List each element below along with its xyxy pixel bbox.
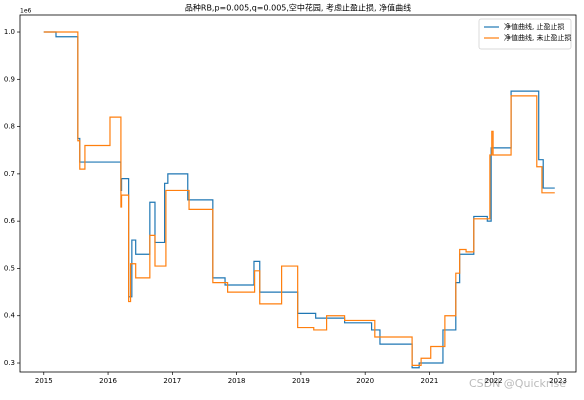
plot-frame [19, 14, 577, 373]
x-tick-label: 2022 [485, 377, 503, 385]
legend [478, 18, 572, 50]
y-tick-label: 0.8 [4, 123, 15, 131]
offset-label: 1e6 [20, 8, 32, 15]
x-tick-label: 2018 [228, 377, 246, 385]
x-tick-label: 2015 [35, 377, 53, 385]
y-tick-label: 0.7 [4, 170, 15, 178]
x-tick-label: 2021 [421, 377, 439, 385]
watermark: CSDN @Quickrise [469, 377, 566, 390]
chart-title: 品种RB,p=0.005,q=0.005,空中花园, 考虑止盈止损, 净值曲线 [185, 3, 411, 13]
x-tick-label: 2019 [292, 377, 310, 385]
x-tick-label: 2023 [549, 377, 567, 385]
line-series [43, 31, 555, 366]
y-tick-label: 0.4 [4, 312, 16, 320]
y-tick-label: 0.5 [4, 264, 15, 272]
x-tick-label: 2020 [356, 377, 374, 385]
y-tick-label: 0.6 [4, 217, 16, 225]
y-tick-label: 0.3 [4, 359, 15, 367]
legend-label: 净值曲线, 止盈止损 [504, 22, 564, 31]
y-tick-label: 0.9 [4, 75, 15, 83]
legend-label: 净值曲线, 未止盈止损 [504, 33, 571, 42]
x-tick-label: 2017 [163, 377, 181, 385]
y-tick-label: 1.0 [4, 28, 15, 36]
x-tick-label: 2016 [99, 377, 117, 385]
